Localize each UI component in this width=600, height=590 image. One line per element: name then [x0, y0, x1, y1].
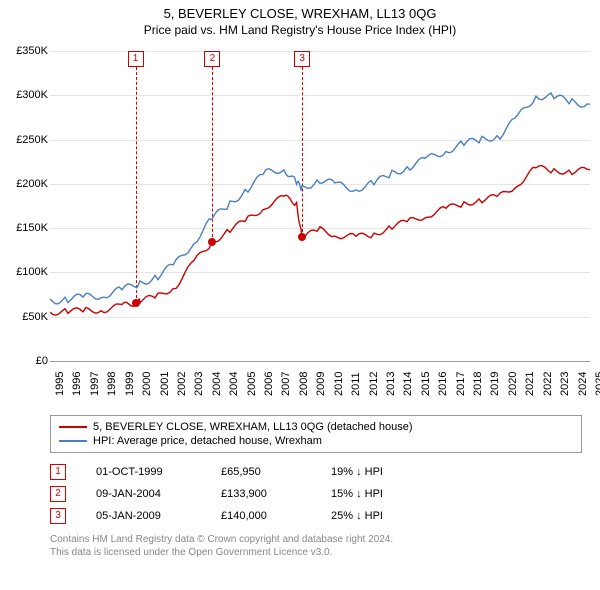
x-axis-label: 2013 — [385, 372, 397, 396]
chart-title: 5, BEVERLEY CLOSE, WREXHAM, LL13 0QG — [0, 0, 600, 21]
event-pct: 19% ↓ HPI — [331, 466, 431, 478]
x-axis-label: 2023 — [559, 372, 571, 396]
x-axis-label: 2021 — [524, 372, 536, 396]
y-axis-label: £100K — [0, 266, 48, 278]
x-axis-label: 2015 — [420, 372, 432, 396]
event-marker-icon: 1 — [50, 464, 66, 480]
x-axis-label: 2025 — [594, 372, 600, 396]
event-pct: 25% ↓ HPI — [331, 510, 431, 522]
x-axis-label: 2012 — [368, 372, 380, 396]
x-axis-label: 2009 — [315, 372, 327, 396]
x-axis-label: 2003 — [193, 372, 205, 396]
legend-label: 5, BEVERLEY CLOSE, WREXHAM, LL13 0QG (de… — [93, 421, 413, 433]
x-axis-label: 2010 — [333, 372, 345, 396]
x-axis-label: 2018 — [472, 372, 484, 396]
marker-box: 1 — [128, 51, 144, 67]
x-axis-label: 1997 — [89, 372, 101, 396]
x-axis-label: 2011 — [350, 372, 362, 396]
legend-label: HPI: Average price, detached house, Wrex… — [93, 435, 322, 447]
x-axis-label: 1998 — [106, 372, 118, 396]
x-axis-label: 2004 — [211, 372, 223, 396]
event-date: 09-JAN-2004 — [96, 488, 191, 500]
x-axis-label: 2007 — [280, 372, 292, 396]
chart-container: 5, BEVERLEY CLOSE, WREXHAM, LL13 0QG Pri… — [0, 0, 600, 590]
x-axis-label: 2022 — [542, 372, 554, 396]
series-hpi — [50, 93, 590, 304]
legend-item: 5, BEVERLEY CLOSE, WREXHAM, LL13 0QG (de… — [59, 420, 573, 434]
marker-box: 3 — [294, 51, 310, 67]
y-axis-label: £150K — [0, 222, 48, 234]
y-axis-label: £250K — [0, 134, 48, 146]
y-axis-label: £50K — [0, 311, 48, 323]
event-date: 05-JAN-2009 — [96, 510, 191, 522]
line-series — [50, 51, 590, 361]
event-marker-icon: 2 — [50, 486, 66, 502]
x-axis-label: 2001 — [159, 372, 171, 396]
x-axis-label: 2017 — [455, 372, 467, 396]
legend-swatch-hpi — [59, 440, 87, 442]
event-pct: 15% ↓ HPI — [331, 488, 431, 500]
event-price: £140,000 — [221, 510, 301, 522]
event-marker-icon: 3 — [50, 508, 66, 524]
y-axis-label: £0 — [0, 355, 48, 367]
event-table: 1 01-OCT-1999 £65,950 19% ↓ HPI 2 09-JAN… — [50, 461, 582, 527]
x-axis-label: 1996 — [71, 372, 83, 396]
marker-dot — [132, 299, 140, 307]
x-axis-label: 2008 — [298, 372, 310, 396]
x-axis-label: 2006 — [263, 372, 275, 396]
y-axis-label: £300K — [0, 89, 48, 101]
x-axis-label: 2014 — [402, 372, 414, 396]
y-axis-label: £350K — [0, 45, 48, 57]
legend-swatch-property — [59, 426, 87, 428]
footnote: Contains HM Land Registry data © Crown c… — [50, 533, 582, 559]
legend: 5, BEVERLEY CLOSE, WREXHAM, LL13 0QG (de… — [50, 415, 582, 453]
x-axis-label: 2002 — [176, 372, 188, 396]
x-axis-label: 2016 — [437, 372, 449, 396]
plot-area: 1 2 3 — [50, 51, 590, 362]
event-price: £65,950 — [221, 466, 301, 478]
x-axis-label: 2020 — [507, 372, 519, 396]
legend-item: HPI: Average price, detached house, Wrex… — [59, 434, 573, 448]
chart-subtitle: Price paid vs. HM Land Registry's House … — [0, 21, 600, 41]
event-row: 1 01-OCT-1999 £65,950 19% ↓ HPI — [50, 461, 582, 483]
marker-dot — [208, 238, 216, 246]
event-row: 2 09-JAN-2004 £133,900 15% ↓ HPI — [50, 483, 582, 505]
series-property — [50, 166, 590, 316]
marker-dot — [298, 233, 306, 241]
footnote-line: This data is licensed under the Open Gov… — [50, 546, 582, 559]
footnote-line: Contains HM Land Registry data © Crown c… — [50, 533, 582, 546]
x-axis-label: 2000 — [141, 372, 153, 396]
y-axis-label: £200K — [0, 178, 48, 190]
x-axis-label: 1999 — [124, 372, 136, 396]
x-axis-label: 1995 — [54, 372, 66, 396]
marker-box: 2 — [204, 51, 220, 67]
chart-area: 1 2 3 £0 £50K £100K £150K £200K £250K £300K £350K… — [0, 41, 600, 411]
x-axis-label: 2004 — [228, 372, 240, 396]
x-axis-label: 2019 — [489, 372, 501, 396]
x-axis-label: 2024 — [577, 372, 589, 396]
x-axis-label: 2005 — [246, 372, 258, 396]
event-row: 3 05-JAN-2009 £140,000 25% ↓ HPI — [50, 505, 582, 527]
event-price: £133,900 — [221, 488, 301, 500]
event-date: 01-OCT-1999 — [96, 466, 191, 478]
